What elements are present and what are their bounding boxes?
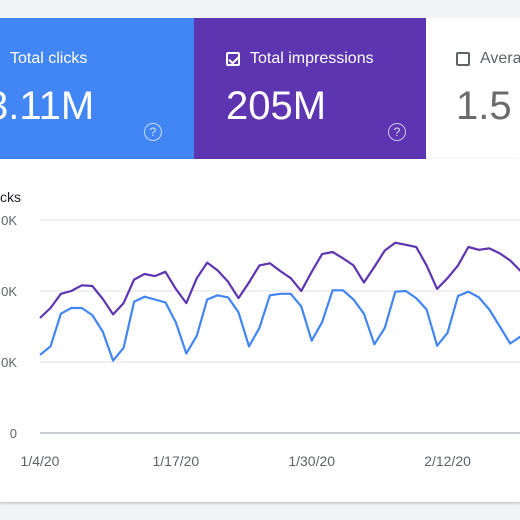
metric-cards: Total clicks 3.11M ? Total impressions 2… (0, 18, 520, 159)
total-impressions-value: 205M (226, 84, 327, 128)
x-tick-label: 1/17/20 (152, 453, 199, 469)
y-axis-title: cks (0, 189, 21, 205)
impressions-series-line (39, 241, 520, 319)
total-clicks-card[interactable]: Total clicks 3.11M ? (0, 18, 194, 159)
y-tick-label: 0K (1, 355, 17, 370)
x-tick-label: 2/12/20 (424, 453, 471, 469)
y-tick-label: 0K (1, 284, 17, 299)
clicks-series-line (39, 289, 520, 362)
average-ctr-header: Avera (456, 50, 520, 68)
average-ctr-value: 1.5 (456, 84, 512, 128)
total-impressions-checkbox[interactable] (226, 52, 240, 66)
average-ctr-label: Avera (480, 50, 520, 67)
total-clicks-header: Total clicks (0, 50, 87, 68)
help-circle-icon[interactable]: ? (388, 123, 406, 141)
x-tick-label: 1/30/20 (288, 453, 335, 469)
total-impressions-card[interactable]: Total impressions 205M ? (194, 18, 426, 159)
average-ctr-card[interactable]: Avera 1.5 (426, 18, 520, 159)
chart-panel: cks 0 0K 0K 0K 1/4/20 1/17/20 1/30/20 2/12/20 (0, 159, 520, 502)
y-tick-label: 0K (1, 213, 17, 228)
average-ctr-checkbox[interactable] (456, 52, 470, 66)
total-impressions-header: Total impressions (226, 50, 374, 68)
y-tick-label: 0 (10, 426, 17, 441)
x-tick-label: 1/4/20 (21, 453, 60, 469)
line-chart: 0 0K 0K 0K 1/4/20 1/17/20 1/30/20 2/12/20 (1, 213, 520, 469)
total-clicks-label: Total clicks (10, 50, 88, 67)
total-impressions-label: Total impressions (250, 50, 374, 67)
total-clicks-value: 3.11M (0, 84, 95, 128)
help-circle-icon[interactable]: ? (144, 123, 162, 141)
